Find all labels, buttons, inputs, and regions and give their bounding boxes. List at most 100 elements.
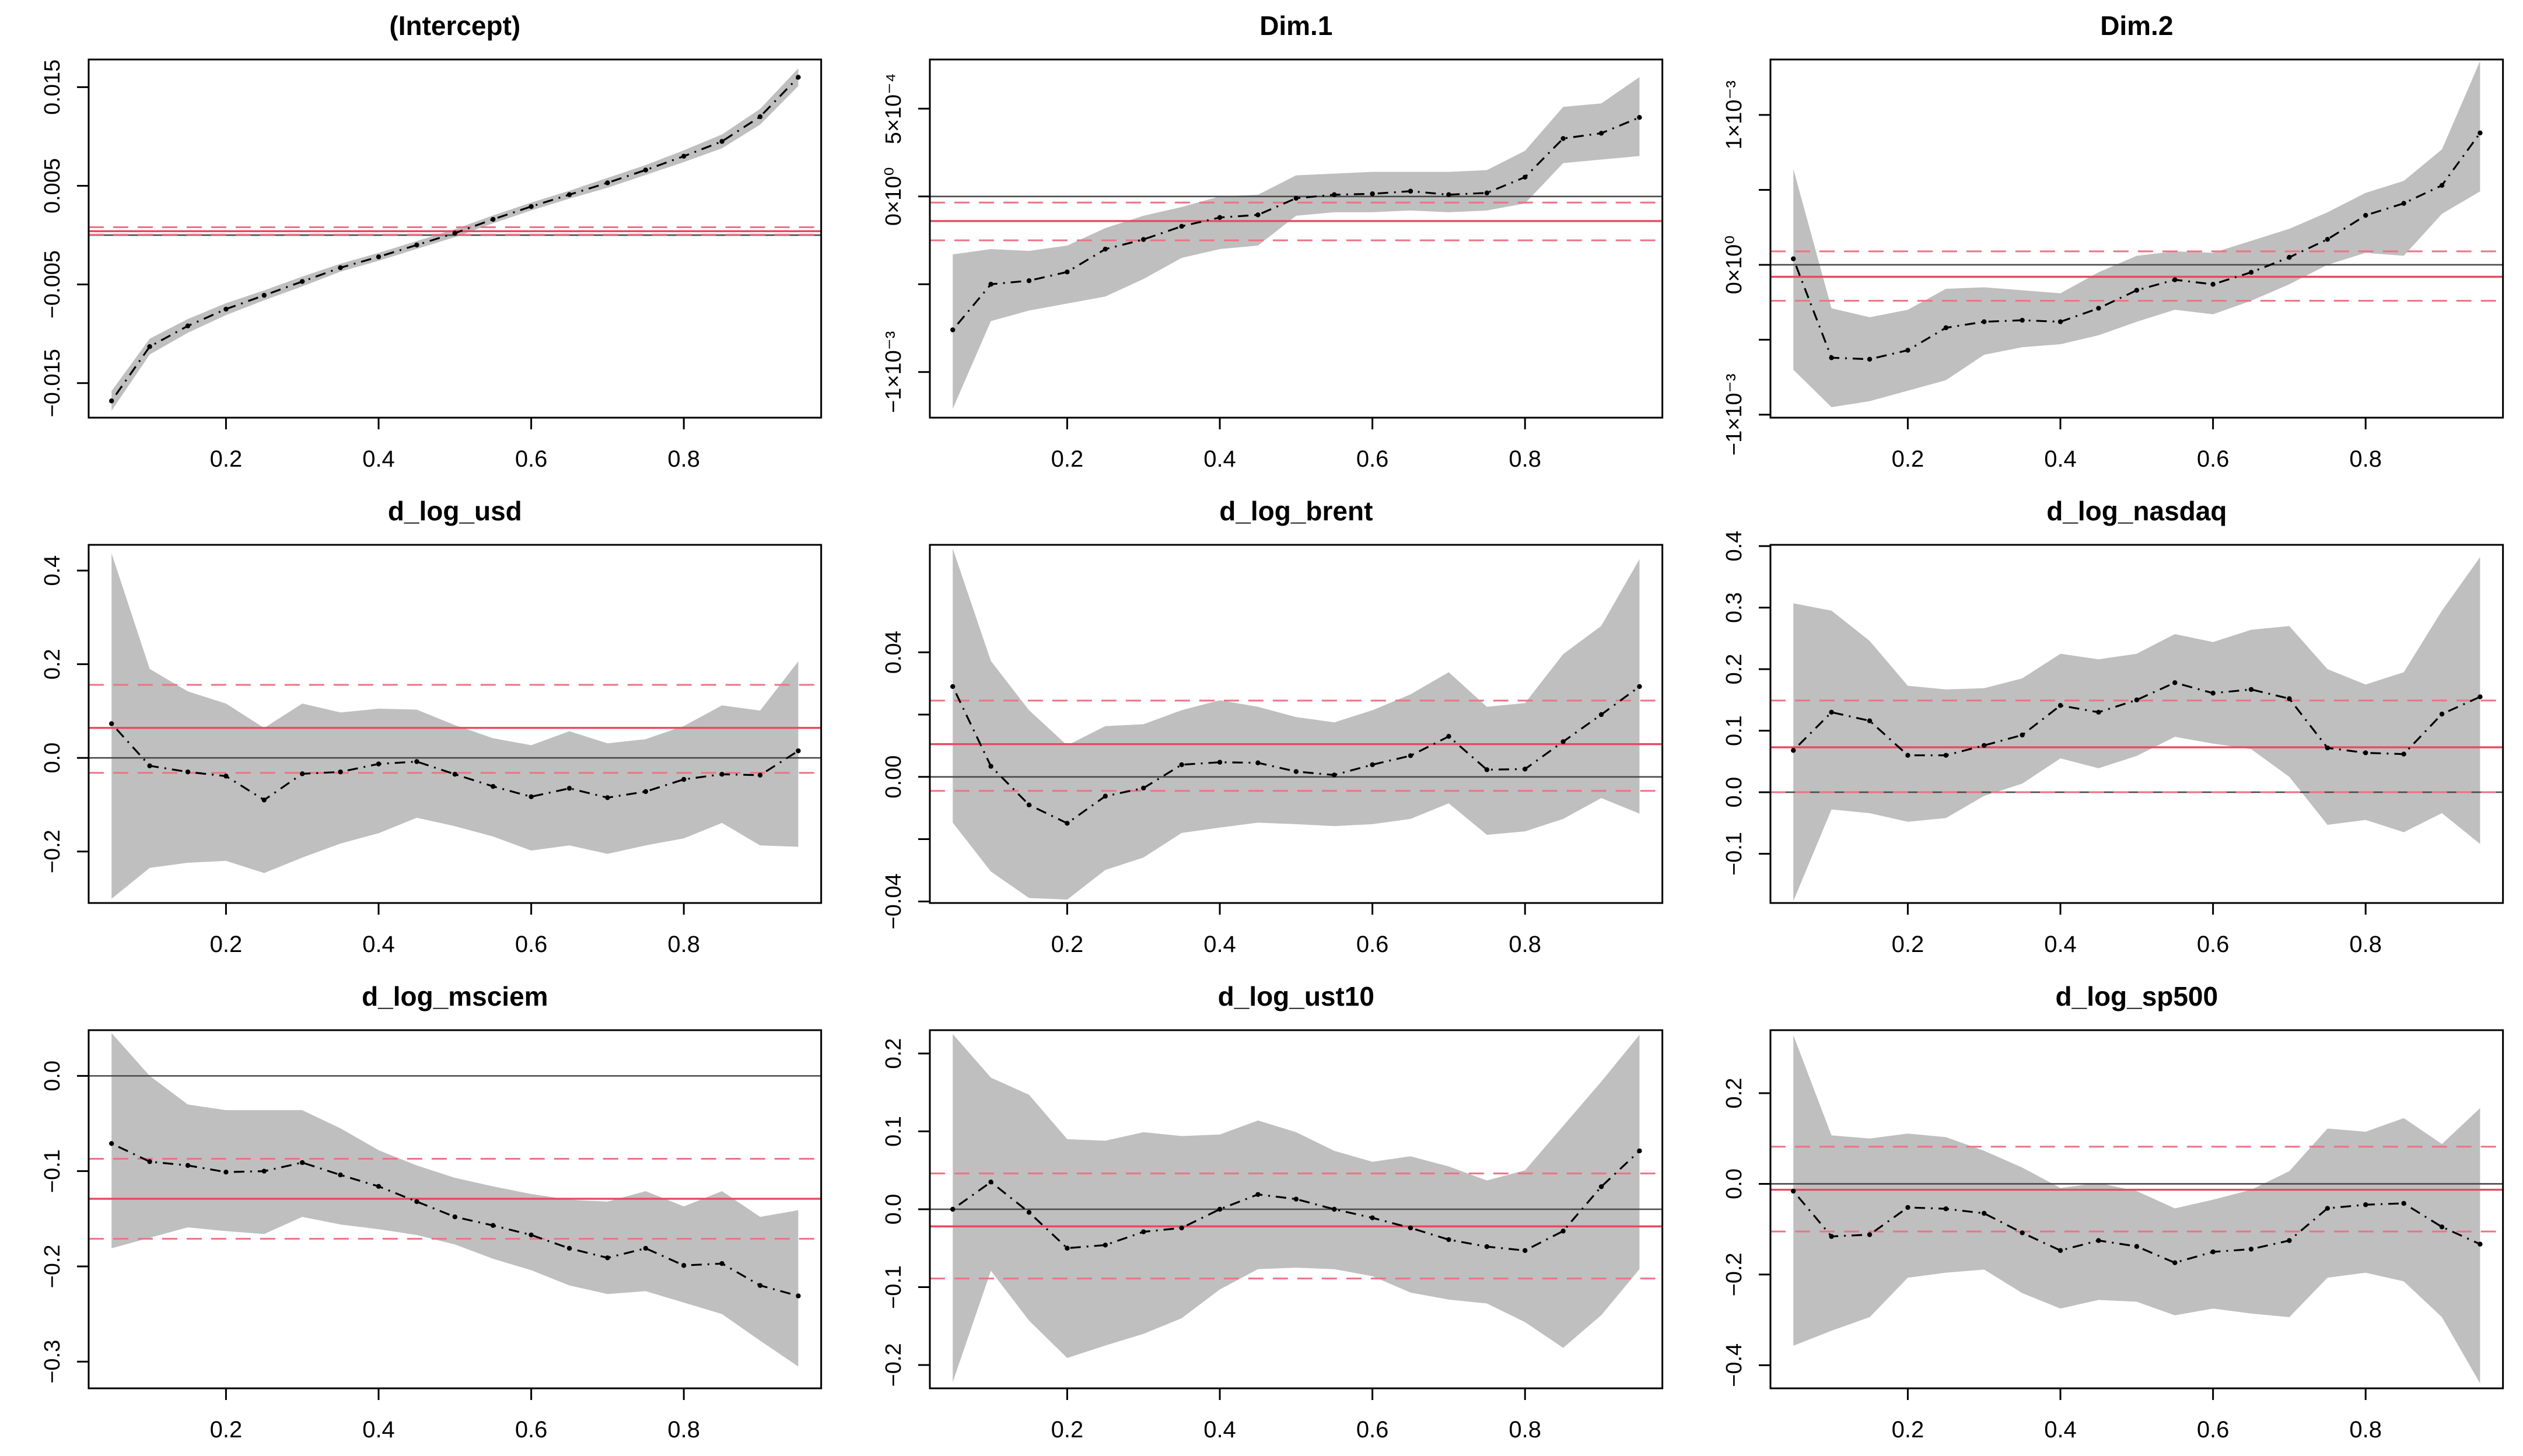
estimate-point: [1370, 1215, 1375, 1220]
estimate-point: [414, 759, 419, 764]
y-axis-tick-label: 0.3: [1722, 592, 1747, 623]
estimate-point: [988, 1180, 993, 1185]
x-axis-tick-label: 0.2: [1051, 446, 1083, 472]
y-axis-tick-label: 0.04: [881, 631, 906, 674]
estimate-point: [988, 282, 993, 287]
y-axis-tick-label: 0.1: [881, 1116, 906, 1147]
x-axis-tick-label: 0.6: [1356, 1417, 1388, 1443]
estimate-point: [1636, 115, 1642, 120]
estimate-point: [338, 265, 343, 271]
x-axis-tick-label: 0.2: [1051, 932, 1083, 957]
estimate-point: [1791, 748, 1796, 753]
plot-box: [929, 1029, 1663, 1390]
y-axis-tick-label: −0.2: [40, 830, 65, 873]
estimate-point: [185, 1163, 191, 1168]
estimate-point: [376, 1184, 382, 1189]
y-axis-tick-label: 0×10⁰: [881, 167, 906, 226]
y-axis-tick-label: 0.00: [881, 755, 906, 799]
estimate-point: [2172, 1260, 2178, 1265]
estimate-point: [414, 242, 419, 248]
estimate-point: [2210, 1249, 2216, 1255]
plot-box: [929, 58, 1663, 419]
x-axis-tick-label: 0.2: [1892, 446, 1924, 472]
estimate-point: [2401, 751, 2407, 757]
estimate-point: [1867, 356, 1873, 362]
y-axis-tick-label: 5×10⁻⁴: [881, 73, 906, 144]
panel-d-log-nasdaq: 0.2 0.4 0.6 0.8 0.4 0.3 0.2 0.1 0.0 −0.1 d_log_nas…: [1682, 485, 2523, 971]
y-axis-tick-label: 0.2: [881, 1038, 906, 1069]
plot-box: [88, 58, 823, 419]
panel-d-log-brent: 0.2 0.4 0.6 0.8 0.04 0.00 −0.04 d_log_brent: [841, 485, 1682, 971]
estimate-point: [147, 1159, 152, 1164]
estimate-point: [185, 769, 191, 775]
panel-title: Dim.1: [1259, 10, 1332, 41]
estimate-point: [796, 748, 801, 754]
estimate-point: [1598, 712, 1604, 718]
estimate-point: [2249, 270, 2254, 275]
estimate-point: [1026, 278, 1031, 284]
y-axis-tick-label: 0.0: [40, 1060, 65, 1091]
x-axis-tick-label: 0.8: [2350, 1417, 2382, 1443]
estimate-point: [605, 795, 610, 800]
estimate-point: [2477, 130, 2483, 136]
estimate-point: [719, 772, 725, 777]
panel-d-log-usd: 0.2 0.4 0.6 0.8 0.4 0.2 0.0 −0.2 d_log_usd: [0, 485, 841, 971]
x-axis-tick-label: 0.2: [210, 446, 243, 472]
estimate-point: [2249, 687, 2254, 692]
x-axis-tick-label: 0.4: [2045, 446, 2077, 472]
estimate-point: [1598, 131, 1604, 136]
y-axis-tick-label: −0.4: [1722, 1343, 1747, 1387]
estimate-point: [1103, 793, 1108, 799]
estimate-point: [1217, 215, 1222, 220]
estimate-point: [605, 1255, 610, 1261]
estimate-point: [1408, 753, 1413, 758]
estimate-point: [2096, 306, 2101, 311]
confidence-band: [952, 548, 1640, 900]
estimate-point: [109, 1141, 114, 1146]
x-axis-tick-label: 0.8: [667, 932, 700, 957]
plot-box: [1769, 58, 2504, 419]
estimate-point: [185, 323, 191, 328]
estimate-point: [605, 180, 610, 186]
panel-title: d_log_msciem: [362, 981, 548, 1012]
estimate-point: [261, 293, 267, 298]
y-axis-tick-label: −0.3: [40, 1340, 65, 1384]
x-axis-tick-label: 0.4: [1203, 1417, 1236, 1443]
estimate-point: [1255, 760, 1261, 765]
estimate-point: [1217, 760, 1222, 765]
estimate-point: [643, 789, 649, 794]
y-axis-tick-label: 0×10⁰: [1722, 236, 1747, 295]
estimate-point: [2058, 703, 2063, 708]
estimate-point: [643, 1245, 649, 1251]
estimate-point: [2134, 288, 2140, 293]
estimate-point: [1867, 718, 1873, 723]
estimate-point: [1179, 762, 1184, 768]
y-axis-tick-label: 0.0: [881, 1194, 906, 1225]
y-axis-tick-label: 0.0: [40, 743, 65, 774]
y-axis-tick-label: 0.4: [40, 555, 65, 586]
estimate-point: [1255, 212, 1261, 218]
estimate-point: [950, 327, 956, 332]
estimate-point: [719, 139, 725, 144]
confidence-band: [111, 68, 799, 411]
estimate-point: [261, 797, 267, 803]
estimate-point: [566, 1245, 572, 1251]
estimate-point: [1408, 188, 1413, 194]
estimate-point: [2249, 1247, 2254, 1252]
estimate-point: [2325, 1206, 2330, 1211]
estimate-point: [1446, 192, 1451, 197]
panel-dim-1: 0.2 0.4 0.6 0.8 5×10⁻⁴ 0×10⁰ −1×10⁻³ Dim.1: [841, 0, 1682, 485]
plot-box: [88, 544, 823, 904]
estimate-point: [1293, 195, 1299, 201]
y-axis-tick-label: 0.4: [1722, 531, 1747, 562]
estimate-point: [1103, 1242, 1108, 1248]
estimate-point: [796, 75, 801, 80]
y-axis-tick-label: 0.015: [40, 60, 65, 115]
x-axis-tick-label: 0.8: [2350, 932, 2382, 957]
estimate-point: [1331, 1206, 1337, 1212]
estimate-point: [757, 114, 763, 120]
estimate-point: [2325, 237, 2330, 242]
y-axis-tick-label: 0.2: [1722, 1078, 1747, 1109]
estimate-point: [2134, 1244, 2140, 1249]
estimate-point: [2325, 745, 2330, 751]
